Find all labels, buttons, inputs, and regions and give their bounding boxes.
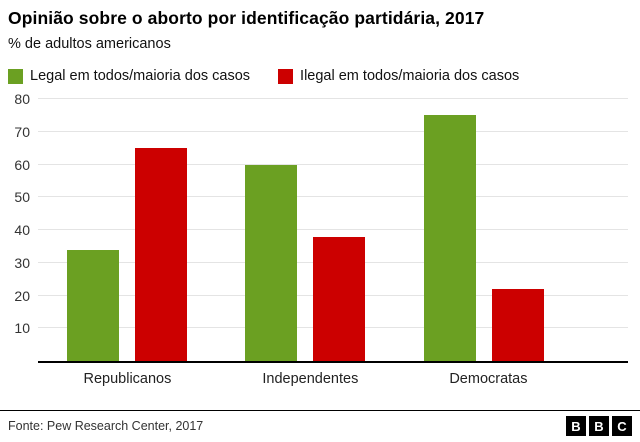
bbc-logo-letter: B: [589, 416, 609, 436]
source-text: Fonte: Pew Research Center, 2017: [8, 419, 204, 433]
bar-group: [423, 99, 544, 361]
legend-item: Ilegal em todos/maioria dos casos: [278, 68, 519, 84]
bar: [67, 249, 120, 361]
y-axis-tick-label: 20: [14, 287, 30, 304]
legend-label: Ilegal em todos/maioria dos casos: [300, 68, 520, 84]
y-axis-tick-label: 10: [14, 320, 30, 337]
bar: [491, 288, 544, 361]
x-axis-category-label: Independentes: [262, 371, 359, 387]
y-axis-tick-label: 70: [14, 123, 30, 140]
y-axis-tick-label: 80: [14, 91, 30, 107]
gridline: [38, 229, 628, 230]
x-axis-labels: Republicanos Independentes Democratas: [38, 363, 628, 395]
bbc-logo-letter: B: [566, 416, 586, 436]
gridline: [38, 196, 628, 198]
bar: [135, 148, 188, 361]
legend-swatch: [278, 68, 294, 84]
gridline: [38, 163, 628, 165]
y-axis-tick-label: 50: [14, 189, 30, 206]
plot-area: 10 20 30 40 50 60 70 80: [14, 92, 628, 363]
bar: [245, 164, 298, 361]
bar-group: [67, 99, 188, 361]
chart-subtitle: % de adultos americanos: [8, 36, 171, 52]
bbc-logo-letter: C: [612, 416, 632, 436]
legend-label: Legal em todos/maioria dos casos: [30, 68, 251, 84]
y-axis-tick-label: 40: [14, 222, 30, 238]
legend-swatch: [8, 68, 23, 84]
y-axis-tick-label: 60: [14, 156, 30, 173]
legend: Legal em todos/maioria dos casos Ilegal e…: [8, 68, 630, 84]
bar-group: [245, 99, 366, 361]
y-axis-tick-label: 30: [14, 254, 30, 271]
bar-chart: 10 20 30 40 50 60 70 80 Republicanos Independent…: [14, 92, 628, 395]
bar-groups: [38, 99, 628, 361]
x-axis-category-label: Republicanos: [83, 371, 172, 387]
gridline: [38, 98, 628, 99]
gridline: [38, 130, 628, 132]
bar: [313, 236, 366, 361]
bar: [423, 115, 476, 361]
legend-item: Legal em todos/maioria dos casos: [8, 68, 250, 84]
x-axis-category-label: Democratas: [449, 371, 528, 387]
chart-title: Opinião sobre o aborto por identificação…: [8, 8, 485, 28]
